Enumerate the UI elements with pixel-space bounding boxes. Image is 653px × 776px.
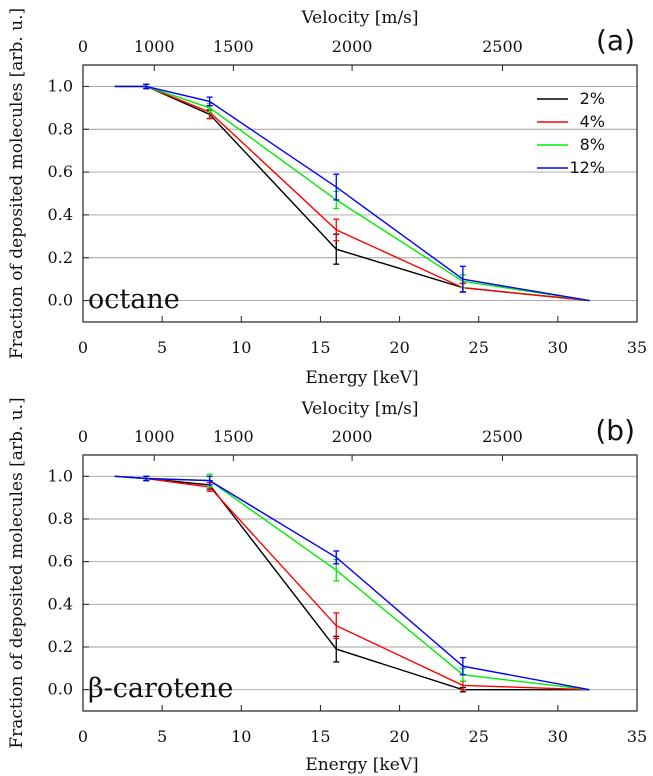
y-tick-label: 0.4: [48, 205, 73, 224]
y-axis-label: Fraction of deposited molecules [arb. u.…: [7, 8, 27, 359]
x-tick-label: 25: [469, 727, 489, 746]
x-axis-label: Energy [keV]: [305, 755, 418, 775]
series-line-12pct: [114, 475, 590, 691]
top-tick-label: 2000: [332, 427, 373, 446]
x-tick-label: 15: [310, 338, 330, 357]
top-axis-label: Velocity [m/s]: [300, 399, 418, 419]
x-tick-label: 0: [78, 338, 88, 357]
y-tick-label: 0.8: [48, 509, 73, 528]
molecule-label: octane: [88, 284, 180, 315]
y-tick-label: 0.0: [48, 291, 73, 310]
panel-a: 0.0 0.2 0.4 0.6 0.8 1.0 0 5 10 15 20 25 30 35 0 1000 150…: [7, 8, 647, 388]
legend-label: 8%: [580, 135, 605, 154]
top-tick-label: 2000: [332, 37, 373, 56]
legend-label: 4%: [580, 112, 605, 131]
plot-frame: [82, 454, 638, 712]
series-line-8pct: [114, 475, 590, 691]
x-tick-label: 15: [310, 727, 330, 746]
y-tick-label: 0.6: [48, 552, 73, 571]
top-tick-label: 0: [78, 427, 88, 446]
series-line-4pct: [114, 85, 590, 302]
x-tick-label: 20: [389, 727, 409, 746]
y-tick-label: 0.2: [48, 248, 73, 267]
y-tick-label: 0.8: [48, 119, 73, 138]
top-tick-label: 1000: [134, 37, 175, 56]
y-tick-label: 0.6: [48, 162, 73, 181]
x-tick-label: 5: [157, 727, 167, 746]
x-tick-label: 20: [389, 338, 409, 357]
top-axis-label: Velocity [m/s]: [300, 8, 418, 28]
y-tick-label: 1.0: [48, 466, 73, 485]
panel-label: (b): [595, 414, 635, 447]
x-tick-label: 5: [157, 338, 167, 357]
legend-label: 12%: [569, 158, 605, 177]
y-tick-label: 0.2: [48, 637, 73, 656]
top-tick-label: 1500: [213, 37, 254, 56]
x-tick-label: 25: [469, 338, 489, 357]
x-tick-label: 30: [548, 727, 568, 746]
series-line-12pct: [114, 85, 590, 302]
x-tick-label: 35: [627, 727, 647, 746]
legend-label: 2%: [580, 89, 605, 108]
panel-b: 0.0 0.2 0.4 0.6 0.8 1.0 0 5 10 15 20 25 30 35 0 1000 150…: [7, 397, 647, 775]
panel-label: (a): [596, 24, 635, 57]
y-tick-label: 1.0: [48, 76, 73, 95]
x-tick-label: 0: [78, 727, 88, 746]
molecule-label: β-carotene: [88, 673, 233, 704]
x-tick-label: 10: [231, 338, 251, 357]
top-tick-label: 1500: [213, 427, 254, 446]
top-tick-label: 1000: [134, 427, 175, 446]
x-tick-label: 35: [627, 338, 647, 357]
x-axis-label: Energy [keV]: [305, 368, 418, 388]
top-tick-label: 0: [78, 37, 88, 56]
plot-frame: [82, 64, 638, 323]
top-tick-label: 2500: [482, 37, 523, 56]
x-tick-label: 10: [231, 727, 251, 746]
top-tick-label: 2500: [482, 427, 523, 446]
y-axis-label: Fraction of deposited molecules [arb. u.…: [7, 397, 27, 748]
y-tick-label: 0.4: [48, 594, 73, 613]
x-tick-label: 30: [548, 338, 568, 357]
series-line-2pct: [114, 85, 590, 302]
y-tick-label: 0.0: [48, 680, 73, 699]
series-line-8pct: [114, 85, 590, 302]
